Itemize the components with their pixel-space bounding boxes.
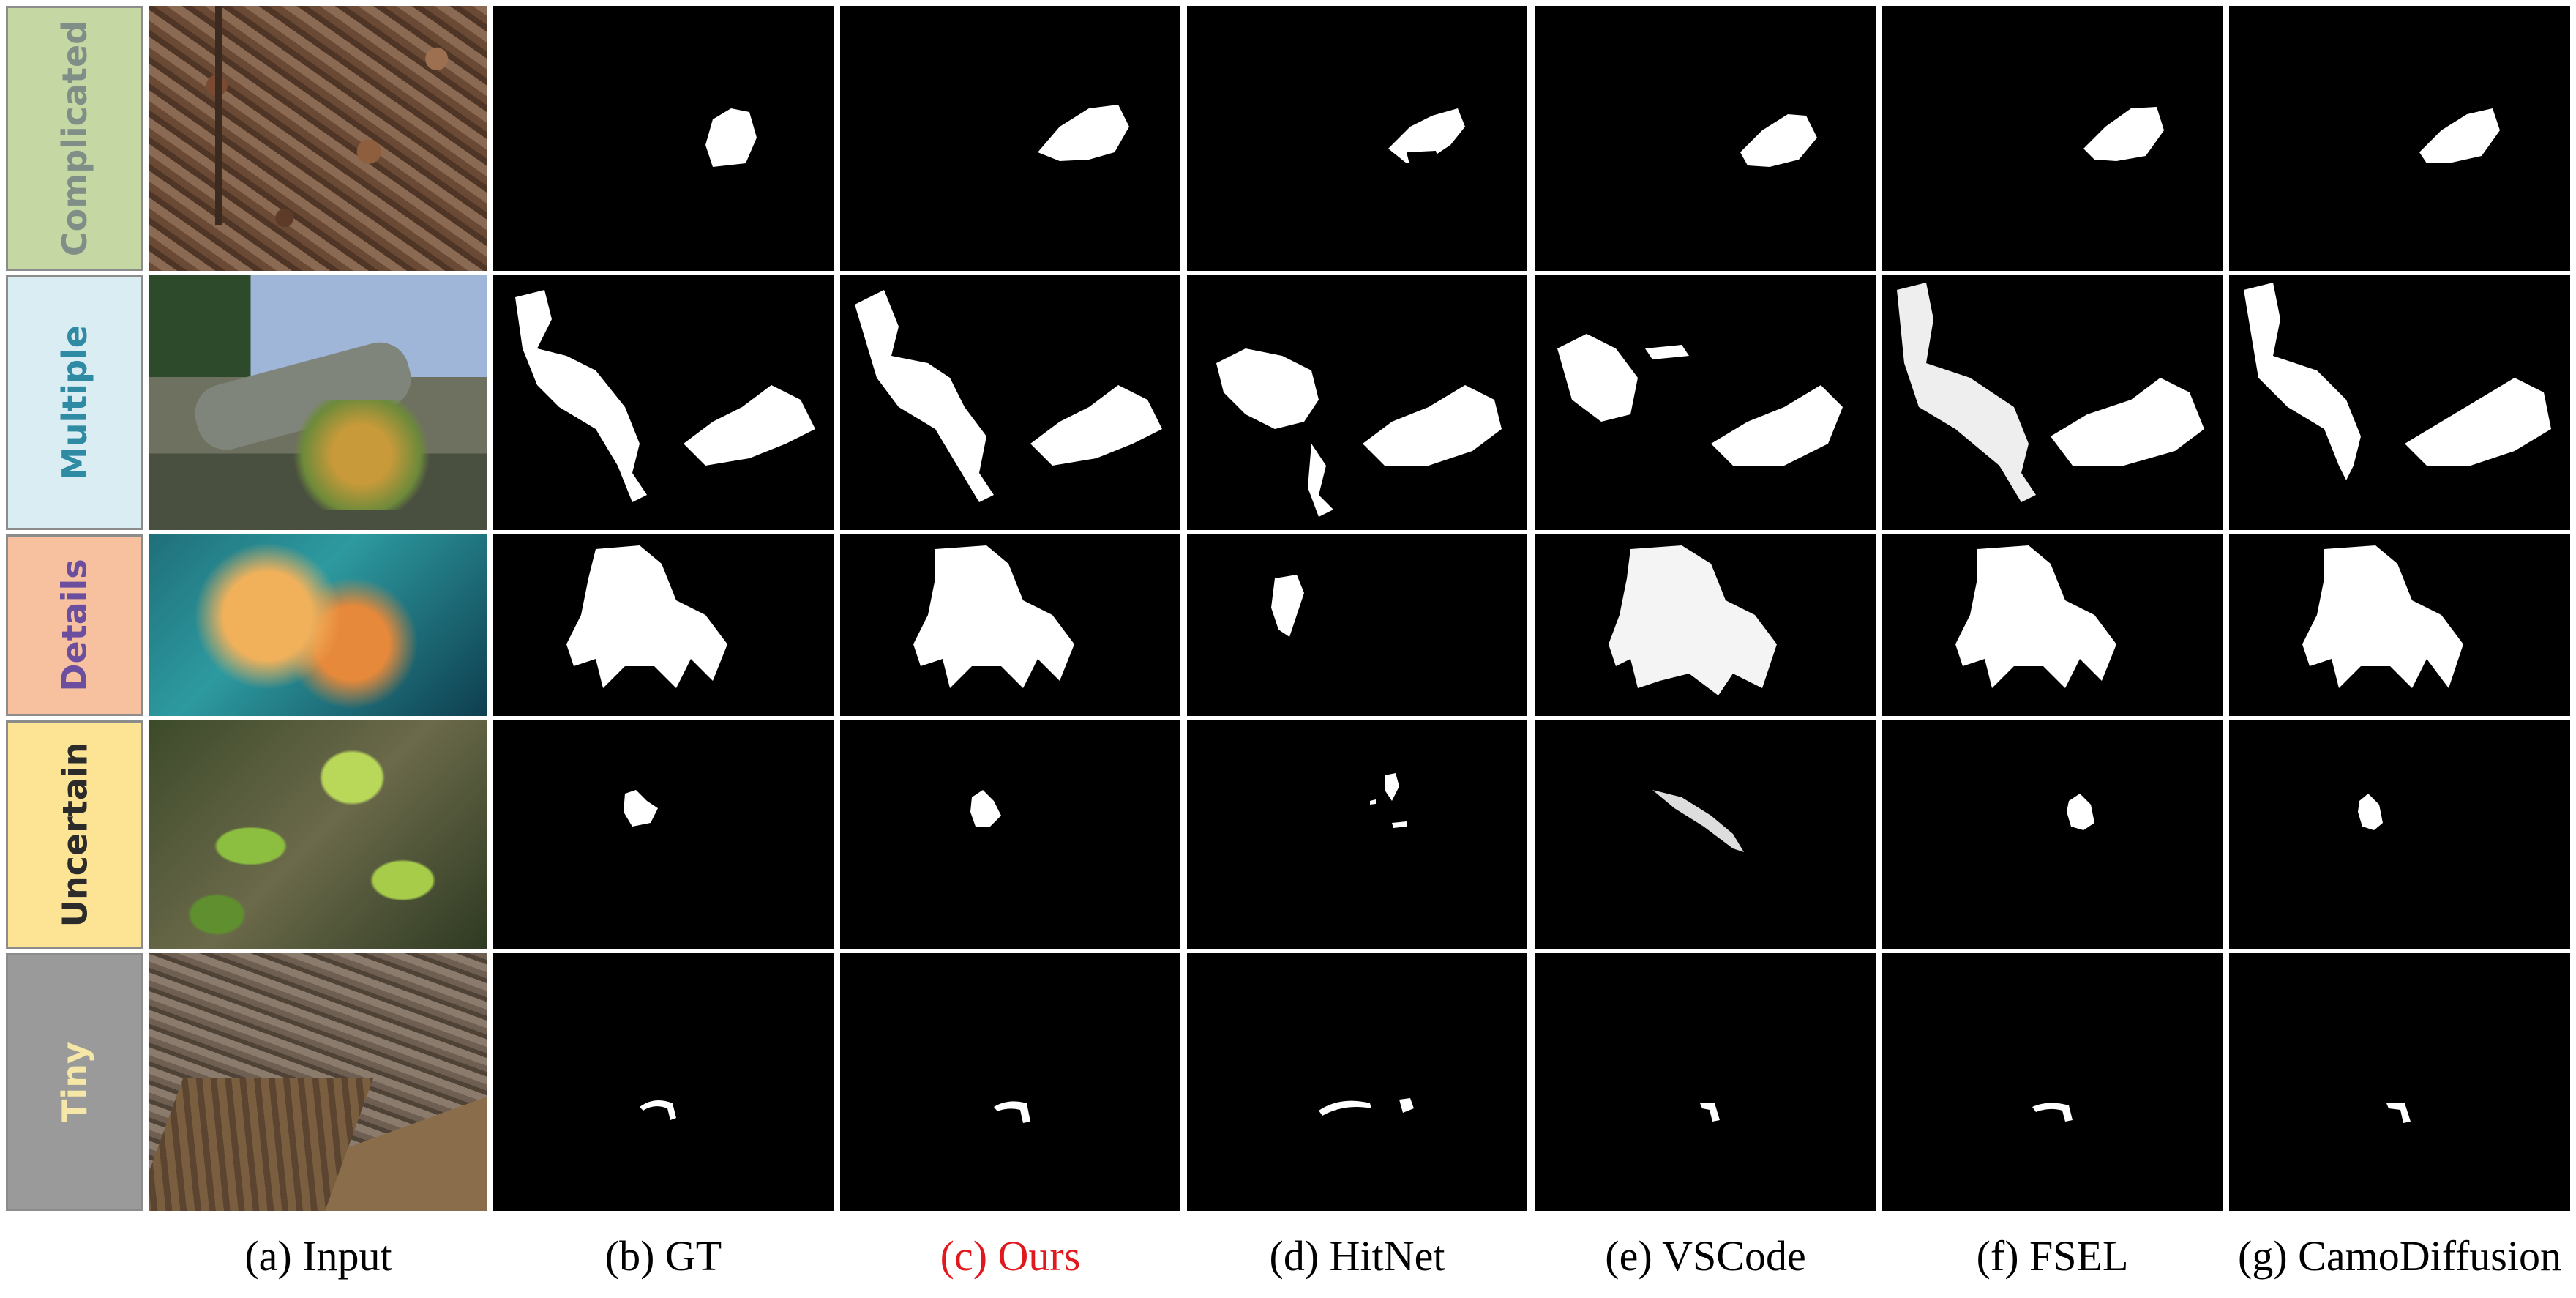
- mask-complicated-fsel: [1882, 6, 2223, 271]
- mask-uncertain-vscode: [1535, 720, 1876, 949]
- row-label-complicated: Complicated: [6, 6, 143, 271]
- caption-ours: (c) Ours: [940, 1231, 1081, 1280]
- mask-multiple-ours: [840, 275, 1180, 530]
- row-label-text: Multiple: [55, 325, 95, 480]
- row-label-text: Uncertain: [55, 742, 94, 928]
- mask-tiny-vscode: [1535, 953, 1876, 1211]
- input-image-leaves: [149, 6, 487, 271]
- input-image-coral: [149, 534, 487, 716]
- row-label-details: Details: [6, 534, 143, 716]
- mask-details-camodiffusion: [2229, 534, 2570, 716]
- row-label-text: Complicated: [55, 20, 94, 257]
- caption-fsel: (f) FSEL: [1976, 1231, 2129, 1280]
- mask-details-gt: [493, 534, 834, 716]
- row-label-multiple: Multiple: [6, 275, 143, 530]
- mask-multiple-hitnet: [1187, 275, 1527, 530]
- mask-complicated-camodiffusion: [2229, 6, 2570, 271]
- mask-details-fsel: [1882, 534, 2223, 716]
- mask-multiple-vscode: [1535, 275, 1876, 530]
- mask-tiny-ours: [840, 953, 1180, 1211]
- mask-details-vscode: [1535, 534, 1876, 716]
- row-label-tiny: Tiny: [6, 953, 143, 1211]
- mask-complicated-gt: [493, 6, 834, 271]
- caption-camodiffusion: (g) CamoDiffusion: [2238, 1231, 2561, 1280]
- mask-complicated-hitnet: [1187, 6, 1527, 271]
- input-image-bark: [149, 953, 487, 1211]
- mask-complicated-ours: [840, 6, 1180, 271]
- mask-details-hitnet: [1187, 534, 1527, 716]
- input-image-seaweed: [149, 275, 487, 530]
- mask-details-ours: [840, 534, 1180, 716]
- caption-hitnet: (d) HitNet: [1269, 1231, 1445, 1280]
- caption-vscode: (e) VSCode: [1605, 1231, 1806, 1280]
- mask-multiple-gt: [493, 275, 834, 530]
- row-label-text: Tiny: [54, 1042, 94, 1122]
- mask-tiny-fsel: [1882, 953, 2223, 1211]
- mask-uncertain-camodiffusion: [2229, 720, 2570, 949]
- input-image-leaves-green: [149, 720, 487, 949]
- row-label-text: Details: [54, 559, 94, 692]
- caption-gt: (b) GT: [604, 1231, 722, 1280]
- mask-uncertain-hitnet: [1187, 720, 1527, 949]
- row-label-uncertain: Uncertain: [6, 720, 143, 949]
- mask-tiny-hitnet: [1187, 953, 1527, 1211]
- mask-tiny-gt: [493, 953, 834, 1211]
- mask-uncertain-gt: [493, 720, 834, 949]
- mask-uncertain-ours: [840, 720, 1180, 949]
- mask-complicated-vscode: [1535, 6, 1876, 271]
- caption-input: (a) Input: [244, 1231, 392, 1280]
- mask-tiny-camodiffusion: [2229, 953, 2570, 1211]
- mask-multiple-fsel: [1882, 275, 2223, 530]
- mask-multiple-camodiffusion: [2229, 275, 2570, 530]
- mask-uncertain-fsel: [1882, 720, 2223, 949]
